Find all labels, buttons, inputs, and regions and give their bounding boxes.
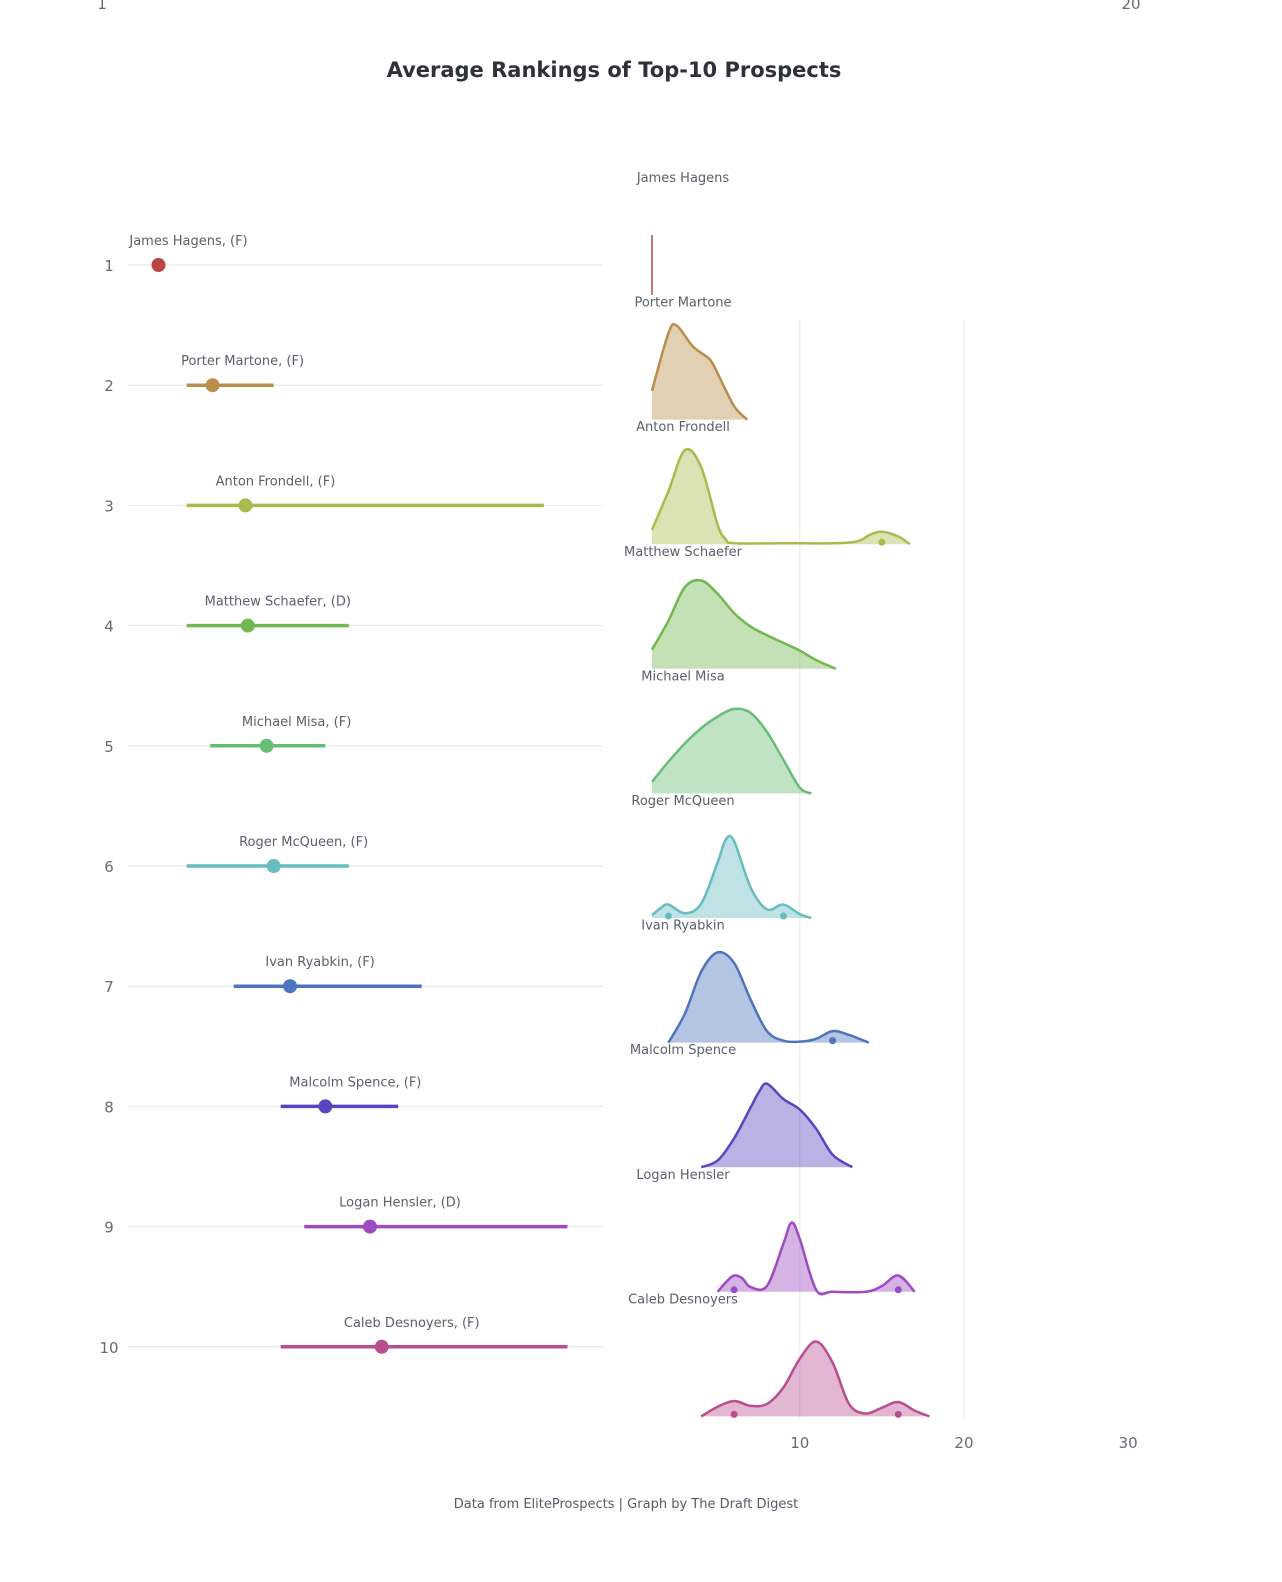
- mean-marker: [374, 1339, 389, 1354]
- player-label: Caleb Desnoyers, (F): [344, 1316, 480, 1331]
- density-area: [652, 708, 812, 794]
- density-line: [716, 1221, 916, 1296]
- mean-marker: [259, 738, 274, 753]
- density-label: Ivan Ryabkin: [641, 919, 724, 934]
- mean-marker: [266, 859, 281, 873]
- density-area: [652, 835, 812, 918]
- mean-marker: [151, 258, 166, 272]
- density-marker: [779, 912, 787, 920]
- density-line: [650, 578, 837, 670]
- density-area: [717, 1222, 915, 1295]
- density-line: [650, 447, 911, 546]
- density-label: Anton Frondell: [636, 420, 730, 435]
- density-label: James Hagens: [636, 171, 730, 186]
- density-line: [651, 834, 812, 920]
- rank-tick-label: 2: [104, 377, 114, 395]
- x-tick-label: 30: [1119, 1434, 1138, 1452]
- corner-label-left: 1: [97, 0, 107, 13]
- chart-title: Average Rankings of Top-10 Prospects: [387, 58, 842, 82]
- density-label: Malcolm Spence: [630, 1043, 736, 1058]
- density-marker: [894, 1410, 902, 1418]
- mean-marker: [240, 618, 255, 633]
- density-line: [700, 1082, 853, 1169]
- density-area: [701, 1341, 930, 1417]
- density-line: [650, 322, 749, 421]
- mean-marker: [205, 378, 220, 393]
- player-label: Matthew Schaefer, (D): [205, 595, 351, 610]
- rank-tick-label: 4: [104, 618, 114, 636]
- density-line: [667, 950, 870, 1044]
- mean-marker: [318, 1099, 333, 1114]
- mean-marker: [283, 979, 298, 994]
- density-label: Porter Martone: [634, 296, 731, 311]
- density-line: [651, 707, 812, 795]
- density-label: Caleb Desnoyers: [628, 1292, 738, 1307]
- player-label: Roger McQueen, (F): [239, 835, 368, 850]
- density-panel: 10 20 30 James Hagens Porter Martone Anton Fr…: [624, 171, 1138, 1452]
- rank-tick-label: 9: [104, 1219, 114, 1237]
- density-marker: [730, 1286, 738, 1294]
- rank-tick-label: 5: [104, 738, 114, 756]
- rank-tick-label: 10: [99, 1339, 118, 1357]
- player-label: Anton Frondell, (F): [216, 474, 336, 489]
- density-marker: [878, 538, 886, 546]
- player-label: Michael Misa, (F): [242, 715, 351, 730]
- rank-tick-label: 7: [104, 978, 114, 996]
- player-label: Malcolm Spence, (F): [289, 1075, 421, 1090]
- density-area: [652, 449, 910, 545]
- player-label: Ivan Ryabkin, (F): [265, 955, 374, 970]
- density-line: [700, 1340, 930, 1418]
- density-marker: [894, 1286, 902, 1294]
- density-area: [652, 324, 748, 420]
- density-area: [701, 1083, 853, 1168]
- mean-marker: [238, 498, 253, 513]
- density-label: Matthew Schaefer: [624, 545, 743, 560]
- rank-tick-label: 8: [104, 1098, 114, 1116]
- x-tick-label: 10: [790, 1434, 809, 1452]
- player-label: Porter Martone, (F): [181, 354, 304, 369]
- density-label: Roger McQueen: [631, 794, 734, 809]
- mean-marker: [363, 1219, 377, 1234]
- density-label: Logan Hensler: [636, 1168, 730, 1183]
- corner-label-right: 20: [1121, 0, 1140, 13]
- x-tick-label: 20: [954, 1434, 973, 1452]
- density-area: [668, 952, 869, 1043]
- rank-tick-label: 6: [104, 858, 114, 876]
- rank-tick-label: 1: [104, 257, 114, 275]
- density-marker: [730, 1410, 738, 1418]
- dot-range-panel: 1 James Hagens, (F) 2 Porter Martone, (F) 3 A…: [99, 234, 603, 1357]
- rank-tick-label: 3: [104, 497, 114, 515]
- density-label: Michael Misa: [641, 669, 725, 684]
- density-marker: [664, 912, 672, 920]
- player-label: James Hagens, (F): [128, 234, 247, 249]
- density-marker: [829, 1037, 837, 1045]
- player-label: Logan Hensler, (D): [339, 1196, 461, 1211]
- chart-credit: Data from EliteProspects | Graph by The …: [454, 1497, 798, 1512]
